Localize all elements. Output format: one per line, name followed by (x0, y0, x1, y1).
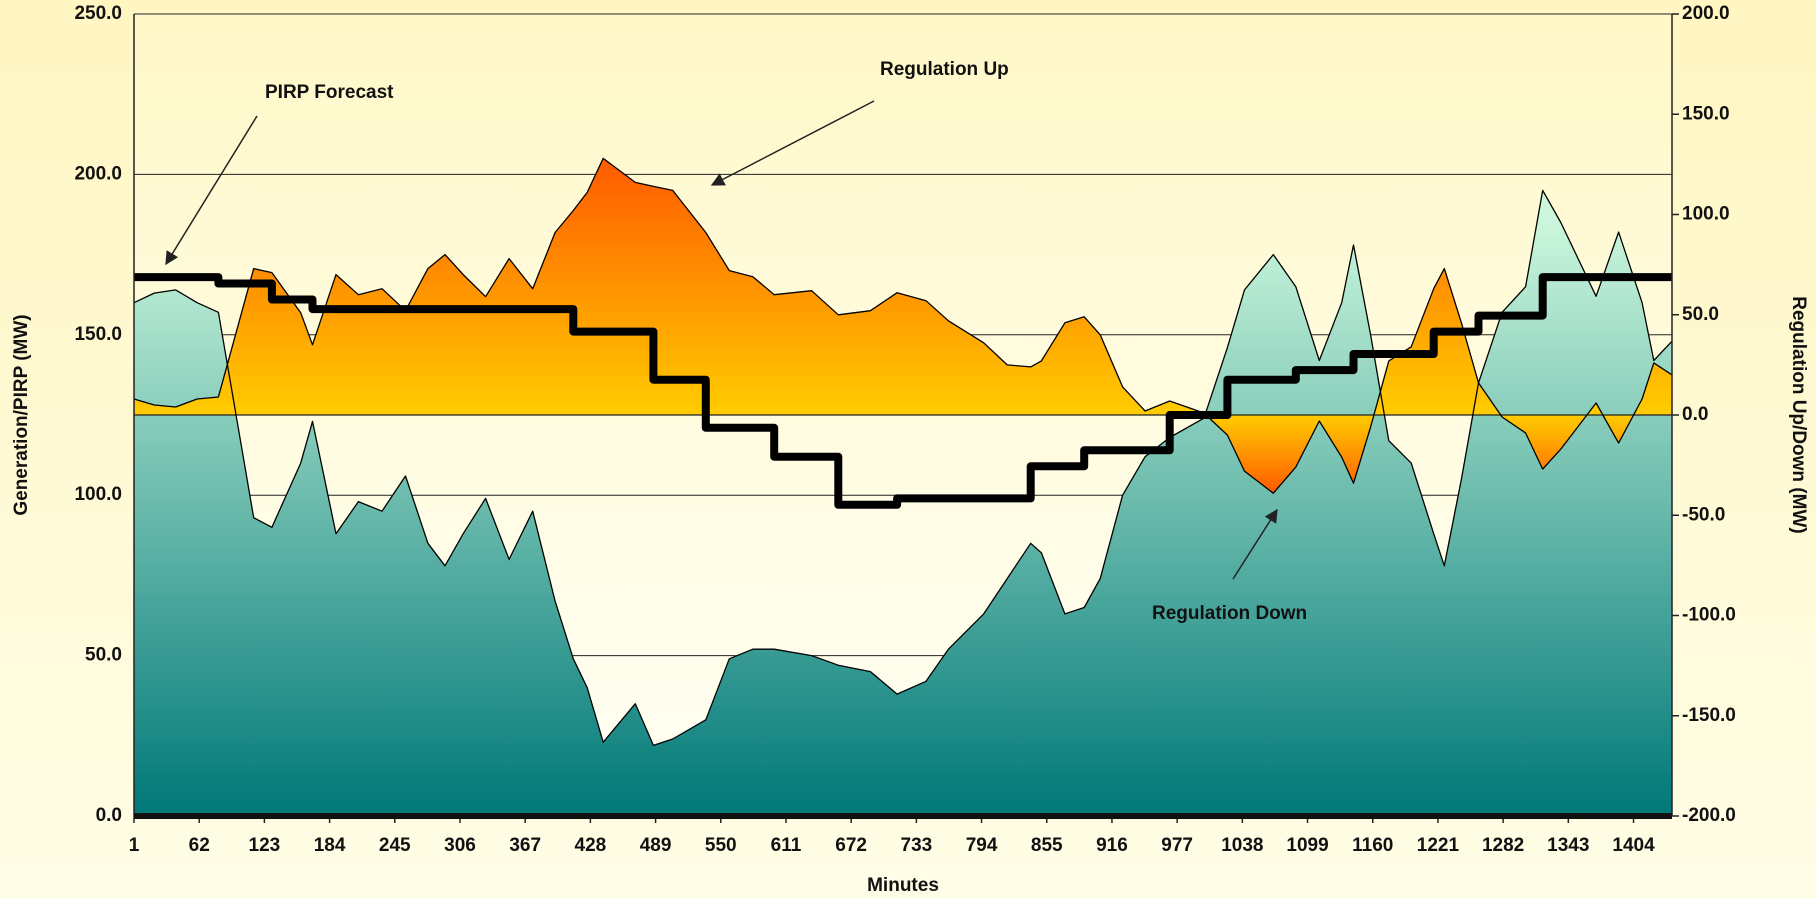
y-tick-label: 0.0 (96, 805, 122, 826)
y2-axis-label: Regulation Up/Down (MW) (1788, 296, 1809, 533)
x-axis-label: Minutes (867, 875, 939, 896)
x-tick-label: 123 (249, 835, 281, 856)
x-tick-label: 916 (1096, 835, 1128, 856)
area (134, 190, 1672, 816)
area (134, 158, 1672, 494)
x-tick-label: 1038 (1221, 835, 1263, 856)
y2-tick-label: 200.0 (1682, 3, 1730, 24)
x-tick-label: 184 (314, 835, 346, 856)
x-tick-label: 306 (444, 835, 476, 856)
area-edge (133, 189, 1673, 747)
y2-tick-label: -50.0 (1682, 504, 1725, 525)
y2-tick-label: 150.0 (1682, 103, 1730, 124)
y2-tick-label: 50.0 (1682, 304, 1719, 325)
y2-tick-label: -200.0 (1682, 805, 1736, 826)
y-tick-label: 200.0 (74, 163, 122, 184)
x-tick-label: 1221 (1417, 835, 1460, 856)
area-edge (133, 157, 1673, 494)
x-tick-label: 1343 (1547, 835, 1589, 856)
x-tick-label: 672 (835, 835, 867, 856)
y2-tick-label: 100.0 (1682, 204, 1730, 225)
x-tick-label: 733 (901, 835, 933, 856)
x-tick-label: 1404 (1612, 835, 1655, 856)
annotation-arrow (710, 100, 875, 186)
y-tick-label: 50.0 (85, 645, 122, 666)
x-tick-label: 550 (705, 835, 737, 856)
y-tick-label: 100.0 (74, 484, 122, 505)
y-tick-label: 250.0 (74, 3, 122, 24)
x-tick-label: 855 (1031, 835, 1063, 856)
x-tick-label: 1 (129, 835, 140, 856)
x-tick-label: 1160 (1352, 835, 1393, 856)
y-tick-label: 150.0 (74, 324, 122, 345)
y2-tick-label: 0.0 (1682, 404, 1708, 425)
x-tick-label: 1282 (1482, 835, 1524, 856)
annotation: Regulation Up (880, 59, 1009, 80)
y-axis-label: Generation/PIRP (MW) (11, 314, 32, 515)
x-tick-label: 245 (379, 835, 411, 856)
x-tick-label: 1099 (1286, 835, 1328, 856)
x-tick-label: 611 (771, 835, 802, 856)
annotation-arrow (1232, 508, 1278, 580)
x-tick-label: 794 (966, 835, 998, 856)
x-tick-label: 428 (575, 835, 607, 856)
annotation: Regulation Down (1152, 603, 1307, 624)
line (134, 273, 1672, 509)
y2-tick-label: -150.0 (1682, 705, 1736, 726)
x-tick-label: 367 (509, 835, 541, 856)
x-tick-label: 977 (1161, 835, 1193, 856)
y2-tick-label: -100.0 (1682, 605, 1736, 626)
x-tick-label: 62 (189, 835, 210, 856)
annotation-arrow (165, 115, 258, 266)
annotation: PIRP Forecast (265, 82, 394, 103)
x-tick-label: 489 (640, 835, 672, 856)
